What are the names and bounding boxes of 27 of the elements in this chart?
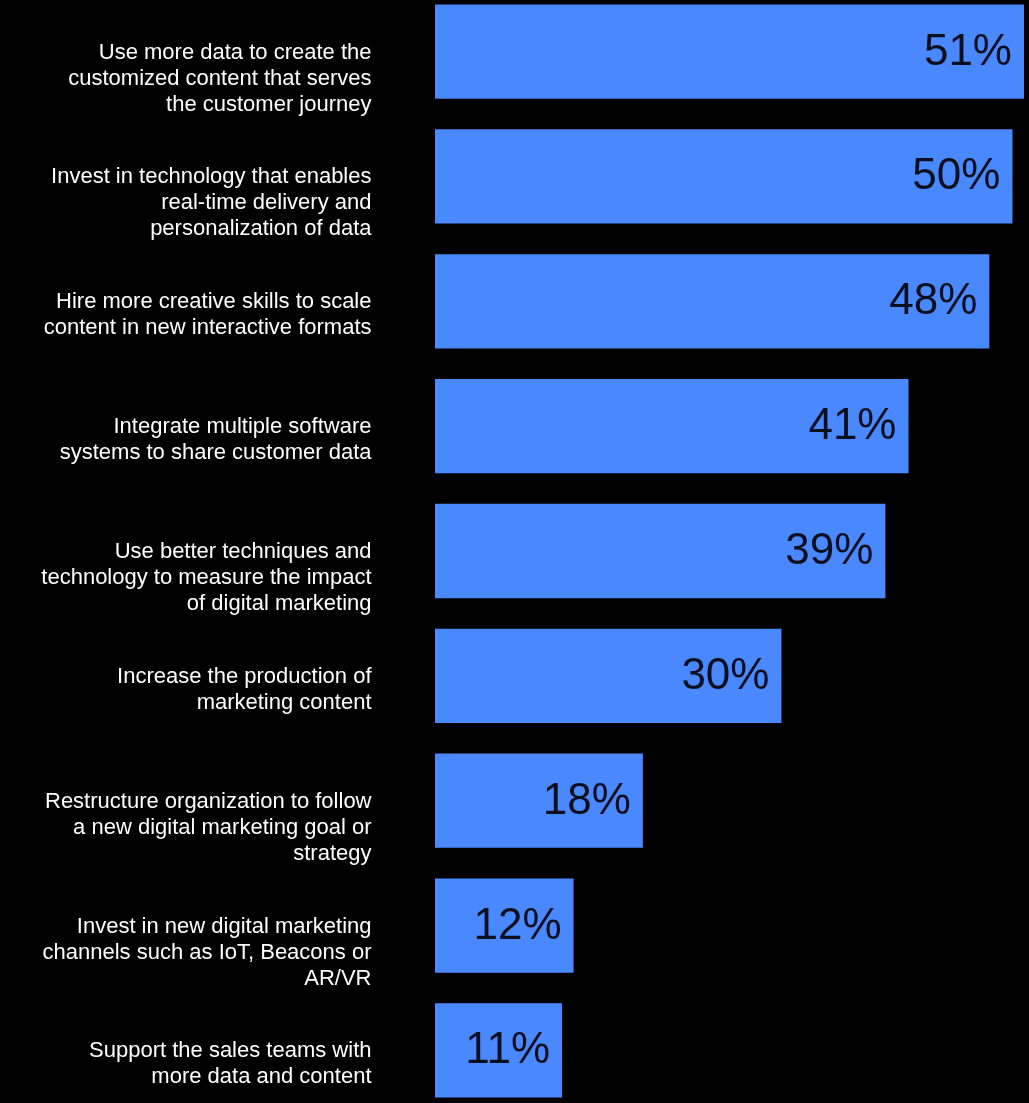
data-label: 41% [808,399,897,449]
bar [435,1003,563,1098]
y-tick-label: Hire more creative skills to scale content in new interactive formats [43,288,372,340]
bar [435,254,990,349]
y-tick-label: Integrate multiple software systems to share customer data [59,413,373,465]
y-tick-label: Invest in technology that enables real-time delivery and personalization of data [51,163,373,241]
bar [435,503,886,599]
data-label: 11% [465,1023,551,1073]
y-tick-label: Restructure organization to follow a new digital marketing goal or strategy [45,787,372,865]
data-label: 39% [785,524,874,573]
y-tick-label: Support the sales teams with more data and content [89,1037,372,1089]
bar [435,4,1024,99]
data-label: 18% [542,773,631,823]
y-tick-label: Use better techniques and technology to measure the impact of digital marketing [41,538,372,615]
bar [435,129,1013,224]
data-label: 12% [473,898,562,948]
bar [435,628,782,723]
bar [435,878,574,973]
y-tick-label: Increase the production of marketing content [117,662,373,714]
y-tick-label: Invest in new digital marketing channels such as IoT, Beacons or AR/VR [42,912,372,990]
data-label: 50% [912,149,1001,199]
bar [435,379,909,474]
data-label: 30% [681,648,770,698]
y-tick-label: Use more data to create the customized content that serves the customer journey [68,38,372,116]
data-label: 51% [923,24,1012,74]
data-label: 48% [889,274,978,324]
bar [435,753,643,848]
